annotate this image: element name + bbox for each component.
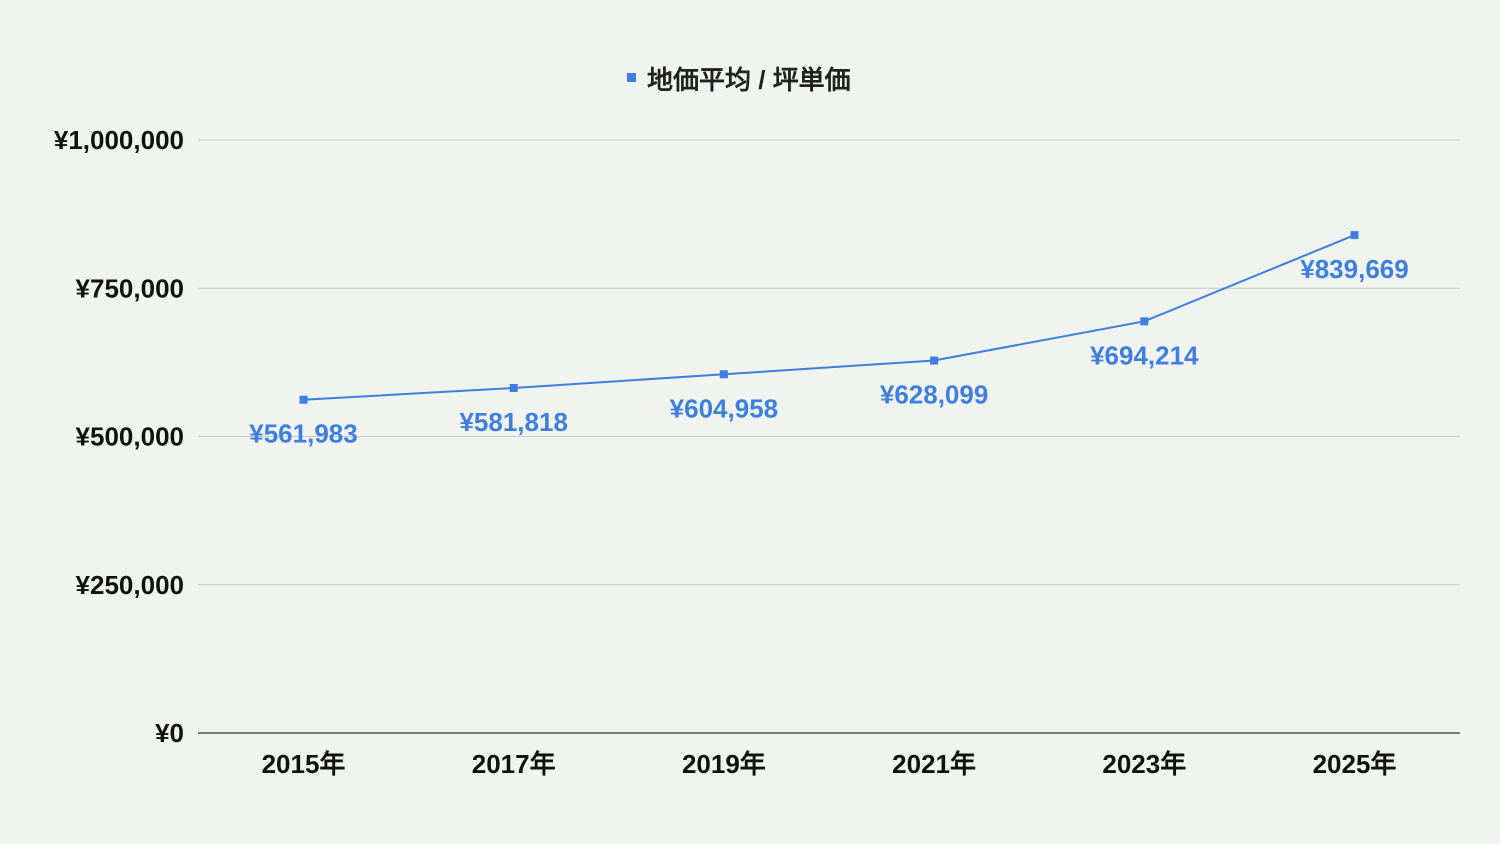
y-tick-label: ¥1,000,000 xyxy=(54,125,184,155)
x-tick-label: 2021年 xyxy=(892,749,976,779)
data-label: ¥628,099 xyxy=(880,380,988,410)
y-tick-label: ¥750,000 xyxy=(76,273,184,303)
y-tick-label: ¥0 xyxy=(155,718,184,748)
data-point xyxy=(1350,231,1359,240)
data-label: ¥694,214 xyxy=(1090,340,1199,370)
data-label: ¥561,983 xyxy=(249,419,357,449)
y-tick-label: ¥250,000 xyxy=(76,570,184,600)
legend-marker xyxy=(627,73,636,82)
data-point xyxy=(719,370,728,379)
x-axis-ticks: 2015年 2017年 2019年 2021年 2023年 2025年 xyxy=(262,749,1397,779)
x-tick-label: 2017年 xyxy=(472,749,556,779)
data-point xyxy=(299,395,308,404)
data-labels: ¥561,983 ¥581,818 ¥604,958 ¥628,099 ¥694,214… xyxy=(249,254,1408,449)
x-tick-label: 2025年 xyxy=(1313,749,1397,779)
x-tick-label: 2019年 xyxy=(682,749,766,779)
data-label: ¥581,818 xyxy=(459,407,567,437)
y-axis-ticks: ¥0 ¥250,000 ¥500,000 ¥750,000 ¥1,000,000 xyxy=(54,125,184,748)
data-point xyxy=(509,383,518,392)
x-tick-label: 2015年 xyxy=(262,749,346,779)
series-line xyxy=(303,234,1355,401)
data-point xyxy=(1140,317,1149,326)
legend-label: 地価平均 / 坪単価 xyxy=(647,65,851,95)
data-label: ¥839,669 xyxy=(1300,254,1408,284)
x-tick-label: 2023年 xyxy=(1102,749,1186,779)
legend: 地価平均 / 坪単価 xyxy=(627,65,851,95)
y-tick-label: ¥500,000 xyxy=(76,422,184,452)
data-point xyxy=(930,356,939,365)
data-label: ¥604,958 xyxy=(670,393,778,423)
gridlines xyxy=(198,139,1460,734)
series-line-group xyxy=(299,231,1359,404)
